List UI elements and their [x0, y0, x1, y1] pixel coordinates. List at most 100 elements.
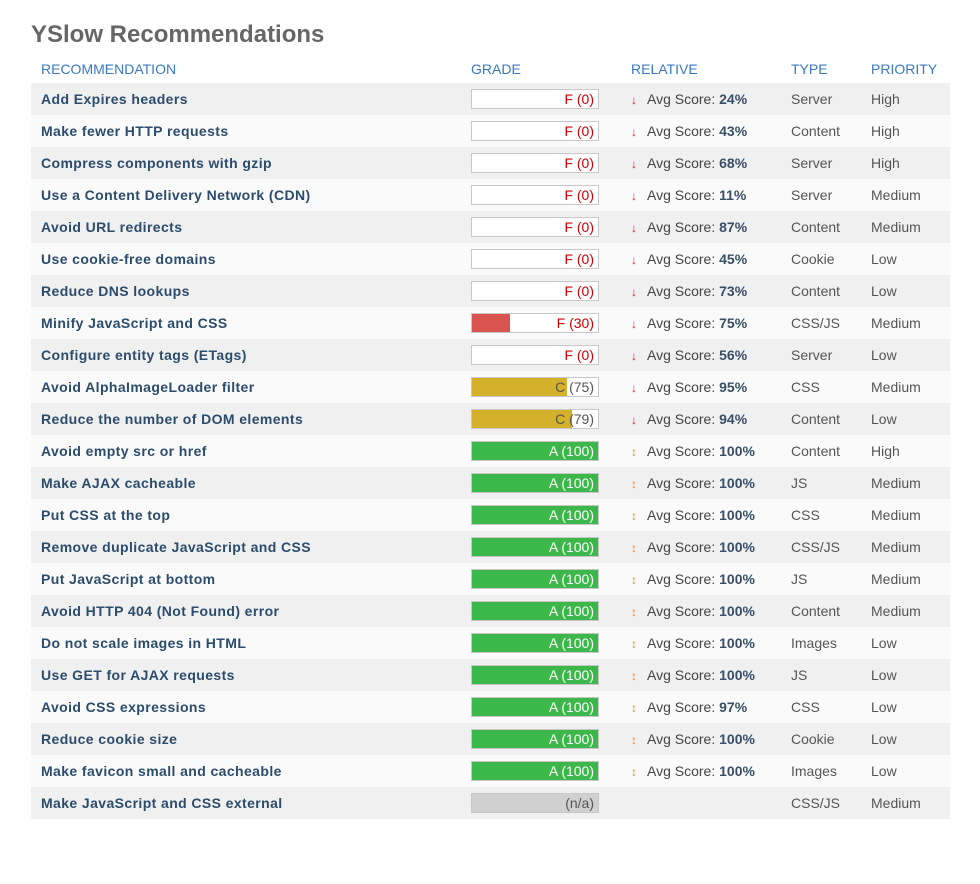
priority-cell: Low: [861, 659, 950, 691]
table-row[interactable]: Make fewer HTTP requests F (0) ↓ Avg Score:…: [31, 115, 950, 147]
priority-cell: Low: [861, 403, 950, 435]
relative-cell: ↕ Avg Score: 100%: [621, 627, 781, 659]
recommendation-name[interactable]: Use cookie-free domains: [31, 243, 461, 275]
column-header-relative[interactable]: RELATIVE: [631, 60, 698, 77]
table-row[interactable]: Put JavaScript at bottom A (100) ↕ Avg Scor…: [31, 563, 950, 595]
recommendation-name[interactable]: Remove duplicate JavaScript and CSS: [31, 531, 461, 563]
column-header-grade[interactable]: GRADE: [471, 60, 521, 77]
relative-cell: ↓ Avg Score: 56%: [621, 339, 781, 371]
recommendation-name[interactable]: Avoid URL redirects: [31, 211, 461, 243]
grade-bar-fill: [472, 410, 572, 428]
recommendation-name[interactable]: Do not scale images in HTML: [31, 627, 461, 659]
arrow-up-down-icon: ↕: [631, 605, 637, 619]
recommendation-name[interactable]: Use a Content Delivery Network (CDN): [31, 179, 461, 211]
table-row[interactable]: Compress components with gzip F (0) ↓ Avg S…: [31, 147, 950, 179]
avg-score-value: 24%: [719, 91, 748, 107]
grade-label: A (100): [548, 731, 594, 747]
relative-cell: ↓ Avg Score: 43%: [621, 115, 781, 147]
avg-score-value: 11%: [719, 187, 747, 203]
avg-score-value: 94%: [719, 411, 748, 427]
recommendation-name[interactable]: Make favicon small and cacheable: [31, 755, 461, 787]
priority-cell: Medium: [861, 211, 950, 243]
type-cell: Server: [781, 83, 861, 115]
recommendation-name[interactable]: Configure entity tags (ETags): [31, 339, 461, 371]
recommendation-name[interactable]: Avoid empty src or href: [31, 435, 461, 467]
recommendation-name[interactable]: Compress components with gzip: [31, 147, 461, 179]
table-row[interactable]: Avoid empty src or href A (100) ↕ Avg Score…: [31, 435, 950, 467]
avg-score-label: Avg Score:: [647, 507, 716, 523]
table-row[interactable]: Minify JavaScript and CSS F (30) ↓ Avg Scor…: [31, 307, 950, 339]
recommendation-name[interactable]: Avoid HTTP 404 (Not Found) error: [31, 595, 461, 627]
grade-bar-fill: [472, 602, 598, 620]
table-row[interactable]: Do not scale images in HTML A (100) ↕ Avg S…: [31, 627, 950, 659]
grade-bar-fill: [472, 314, 510, 332]
recommendation-name[interactable]: Reduce cookie size: [31, 723, 461, 755]
table-row[interactable]: Put CSS at the top A (100) ↕ Avg Score: 100…: [31, 499, 950, 531]
recommendation-name[interactable]: Reduce DNS lookups: [31, 275, 461, 307]
table-row[interactable]: Make JavaScript and CSS external (n/a) CSS…: [31, 787, 950, 819]
recommendation-name[interactable]: Use GET for AJAX requests: [31, 659, 461, 691]
recommendation-name[interactable]: Put JavaScript at bottom: [31, 563, 461, 595]
table-row[interactable]: Avoid URL redirects F (0) ↓ Avg Score: 87% C…: [31, 211, 950, 243]
relative-cell: ↓ Avg Score: 73%: [621, 275, 781, 307]
grade-label: (n/a): [565, 795, 594, 811]
table-row[interactable]: Add Expires headers F (0) ↓ Avg Score: 24% S…: [31, 83, 950, 115]
avg-score-label: Avg Score:: [647, 123, 716, 139]
avg-score-value: 100%: [719, 763, 755, 779]
grade-bar: A (100): [471, 441, 599, 461]
table-row[interactable]: Make AJAX cacheable A (100) ↕ Avg Score: 10…: [31, 467, 950, 499]
avg-score-label: Avg Score:: [647, 539, 716, 555]
avg-score-value: 100%: [719, 603, 755, 619]
recommendation-name[interactable]: Make fewer HTTP requests: [31, 115, 461, 147]
grade-label: F (0): [564, 187, 594, 203]
type-cell: Cookie: [781, 723, 861, 755]
grade-bar-fill: [472, 570, 598, 588]
type-cell: Cookie: [781, 243, 861, 275]
column-header-priority[interactable]: PRIORITY: [871, 60, 938, 77]
priority-cell: High: [861, 435, 950, 467]
table-row[interactable]: Use cookie-free domains F (0) ↓ Avg Score: …: [31, 243, 950, 275]
table-row[interactable]: Configure entity tags (ETags) F (0) ↓ Avg S…: [31, 339, 950, 371]
table-row[interactable]: Reduce DNS lookups F (0) ↓ Avg Score: 73% Co…: [31, 275, 950, 307]
recommendation-name[interactable]: Reduce the number of DOM elements: [31, 403, 461, 435]
avg-score-label: Avg Score:: [647, 251, 716, 267]
table-row[interactable]: Use a Content Delivery Network (CDN) F (0…: [31, 179, 950, 211]
type-cell: Images: [781, 755, 861, 787]
table-row[interactable]: Reduce cookie size A (100) ↕ Avg Score: 100…: [31, 723, 950, 755]
recommendation-name[interactable]: Avoid CSS expressions: [31, 691, 461, 723]
grade-label: F (0): [564, 283, 594, 299]
table-row[interactable]: Make favicon small and cacheable A (100) ↕…: [31, 755, 950, 787]
table-row[interactable]: Use GET for AJAX requests A (100) ↕ Avg Sco…: [31, 659, 950, 691]
avg-score-value: 100%: [719, 443, 755, 459]
priority-cell: Medium: [861, 787, 950, 819]
grade-cell: F (0): [461, 83, 621, 115]
relative-cell: ↓ Avg Score: 24%: [621, 83, 781, 115]
table-row[interactable]: Remove duplicate JavaScript and CSS A (10…: [31, 531, 950, 563]
table-row[interactable]: Reduce the number of DOM elements C (79) ↓…: [31, 403, 950, 435]
recommendation-name[interactable]: Minify JavaScript and CSS: [31, 307, 461, 339]
avg-score-value: 43%: [719, 123, 748, 139]
table-row[interactable]: Avoid HTTP 404 (Not Found) error A (100) ↕…: [31, 595, 950, 627]
grade-bar-fill: [472, 698, 598, 716]
grade-bar: (n/a): [471, 793, 599, 813]
recommendation-name[interactable]: Make AJAX cacheable: [31, 467, 461, 499]
grade-label: A (100): [548, 667, 594, 683]
relative-cell: ↕ Avg Score: 100%: [621, 723, 781, 755]
avg-score-label: Avg Score:: [647, 379, 716, 395]
recommendation-name[interactable]: Add Expires headers: [31, 83, 461, 115]
recommendation-name[interactable]: Avoid AlphaImageLoader filter: [31, 371, 461, 403]
recommendation-name[interactable]: Make JavaScript and CSS external: [31, 787, 461, 819]
column-header-type[interactable]: TYPE: [791, 60, 828, 77]
relative-cell: ↕ Avg Score: 97%: [621, 691, 781, 723]
column-header-recommendation[interactable]: RECOMMENDATION: [41, 60, 177, 77]
priority-cell: Medium: [861, 499, 950, 531]
table-row[interactable]: Avoid AlphaImageLoader filter C (75) ↓ Avg …: [31, 371, 950, 403]
avg-score-value: 68%: [719, 155, 748, 171]
recommendation-name[interactable]: Put CSS at the top: [31, 499, 461, 531]
arrow-down-icon: ↓: [631, 413, 637, 427]
priority-cell: Low: [861, 243, 950, 275]
grade-label: F (30): [556, 315, 594, 331]
table-row[interactable]: Avoid CSS expressions A (100) ↕ Avg Score: …: [31, 691, 950, 723]
grade-cell: F (0): [461, 339, 621, 371]
type-cell: Server: [781, 147, 861, 179]
